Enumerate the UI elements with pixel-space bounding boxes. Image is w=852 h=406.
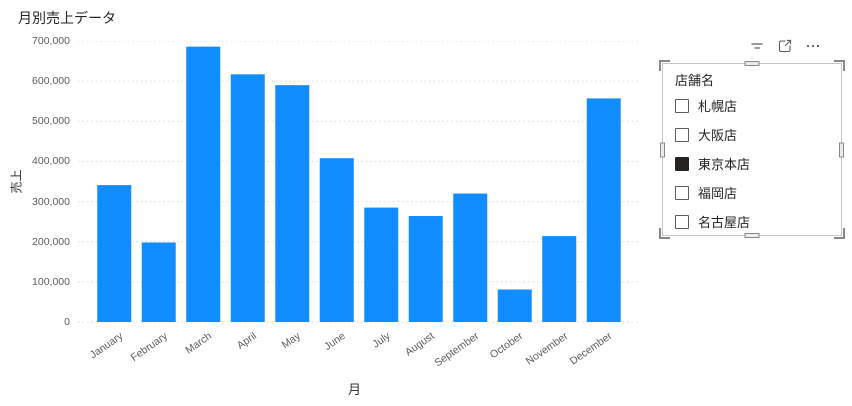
clear-selections-icon[interactable] (748, 37, 766, 55)
checkbox-unchecked-icon[interactable] (675, 214, 689, 229)
checkbox-unchecked-icon[interactable] (675, 185, 689, 200)
slicer-item-3[interactable]: 福岡店 (675, 178, 829, 207)
bar-august[interactable] (408, 216, 443, 322)
bar-june[interactable] (319, 158, 354, 322)
x-tick-label: May (279, 330, 304, 352)
bar-april[interactable] (230, 74, 265, 322)
y-tick-label: 300,000 (32, 195, 70, 208)
x-tick-label: April (234, 330, 259, 352)
slicer-item-label: 福岡店 (698, 186, 738, 201)
bar-february[interactable] (141, 242, 176, 322)
slicer-item-label: 東京本店 (698, 157, 751, 172)
slicer-item-2[interactable]: 東京本店 (675, 149, 829, 178)
frame-corner-top-right (834, 60, 845, 71)
bar-november[interactable] (542, 236, 577, 322)
bar-may[interactable] (275, 85, 310, 323)
x-tick-label: December (568, 330, 615, 368)
frame-handle-left[interactable] (660, 142, 665, 157)
y-tick-label: 0 (64, 316, 70, 328)
x-tick-label: June (322, 330, 348, 353)
slicer-item-0[interactable]: 札幌店 (675, 91, 829, 120)
y-tick-label: 700,000 (32, 35, 70, 47)
frame-handle-bottom[interactable] (744, 233, 760, 238)
focus-mode-icon[interactable] (776, 37, 794, 55)
plot-area (78, 41, 640, 323)
chart-title: 月別売上データ (18, 10, 116, 26)
visual-header-toolbar (748, 37, 822, 55)
y-tick-label: 100,000 (32, 275, 70, 288)
frame-handle-top[interactable] (744, 61, 760, 66)
x-tick-label: October (488, 330, 526, 362)
x-tick-label: February (128, 330, 170, 364)
x-tick-label: March (183, 330, 215, 357)
x-axis-title: 月 (348, 382, 362, 397)
y-tick-label: 600,000 (32, 75, 70, 88)
slicer-selection-frame[interactable]: 店舗名 札幌店大阪店東京本店福岡店名古屋店 (659, 60, 845, 239)
slicer-item-4[interactable]: 名古屋店 (675, 207, 829, 236)
y-tick-label: 400,000 (32, 155, 70, 168)
x-tick-label: September (432, 330, 482, 370)
y-tick-label: 200,000 (32, 235, 70, 248)
bar-march[interactable] (186, 46, 221, 323)
x-tick-label: August (402, 330, 437, 359)
x-tick-label: July (369, 330, 393, 351)
x-tick-label: November (523, 330, 571, 368)
slicer-item-label: 大阪店 (698, 128, 738, 143)
slicer-item-label: 札幌店 (698, 99, 738, 114)
frame-corner-bottom-right (834, 228, 845, 239)
checkbox-unchecked-icon[interactable] (675, 127, 689, 142)
slicer-header: 店舗名 (675, 73, 715, 88)
frame-corner-top-left (659, 60, 670, 71)
checkbox-unchecked-icon[interactable] (675, 98, 689, 113)
bar-january[interactable] (97, 185, 132, 322)
checkbox-checked-icon[interactable] (675, 156, 689, 171)
bar-october[interactable] (497, 289, 532, 322)
slicer-item-list: 札幌店大阪店東京本店福岡店名古屋店 (675, 91, 829, 236)
bar-september[interactable] (453, 193, 488, 322)
more-options-icon[interactable] (804, 37, 822, 55)
y-tick-label: 500,000 (32, 115, 70, 128)
frame-handle-right[interactable] (839, 142, 844, 157)
frame-corner-bottom-left (659, 228, 670, 239)
bar-december[interactable] (586, 98, 621, 322)
slicer-item-label: 名古屋店 (698, 215, 751, 230)
store-slicer: 店舗名 札幌店大阪店東京本店福岡店名古屋店 (663, 64, 841, 236)
bar-july[interactable] (364, 207, 399, 322)
x-tick-label: January (87, 330, 126, 362)
bar-chart-visual: 月別売上データ 売上 月 0 100,000 200,000 300,000 400,0… (10, 10, 640, 397)
slicer-item-1[interactable]: 大阪店 (675, 120, 829, 149)
